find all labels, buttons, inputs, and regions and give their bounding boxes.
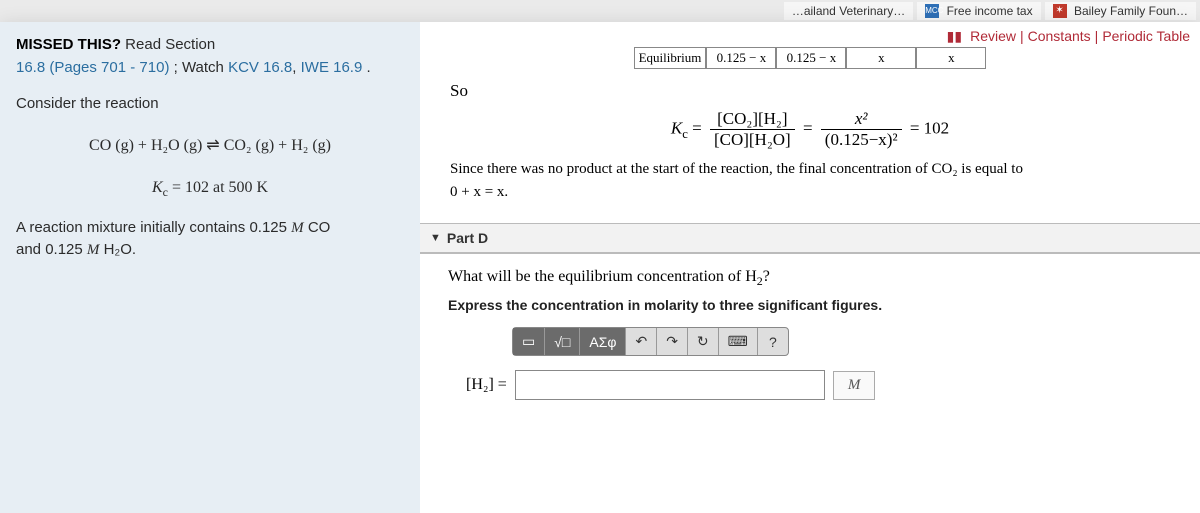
- eq-co: CO (g): [89, 137, 134, 154]
- q-post: ?: [763, 268, 770, 285]
- ref-iwe-lead: ,: [292, 59, 300, 76]
- kc2-k: K: [671, 118, 682, 137]
- frac-x: x² (0.125−x)²: [821, 109, 902, 150]
- redo-button[interactable]: ↷: [657, 328, 688, 355]
- mix2-m: M: [87, 242, 100, 258]
- q-pre: What will be the equilibrium concentrati…: [448, 268, 757, 285]
- frac1-num: [CO₂][H₂]: [710, 109, 795, 130]
- favicon-bailey-icon: ✶: [1053, 4, 1067, 18]
- pause-icon: ▮▮: [947, 28, 962, 45]
- top-links: ▮▮ Review | Constants | Periodic Table: [420, 22, 1200, 45]
- mix2-h2o: H₂O.: [99, 241, 136, 258]
- ice-equilibrium-row: Equilibrium 0.125 − x 0.125 − x x x: [420, 47, 1200, 69]
- kc-k: K: [152, 179, 163, 196]
- answer-lhs: [H₂] =: [466, 376, 507, 394]
- unit-box[interactable]: M: [833, 371, 876, 400]
- since-text: Since there was no product at the start …: [450, 158, 1170, 203]
- reaction-equation: CO (g) + H₂O (g) ⇌ CO₂ (g) + H₂ (g): [16, 134, 404, 158]
- help-button[interactable]: ?: [758, 328, 788, 355]
- frac-concentrations: [CO₂][H₂] [CO][H₂O]: [710, 109, 795, 150]
- eq-plus1: +: [134, 137, 151, 154]
- tab-label: Free income tax: [947, 4, 1033, 18]
- link-review[interactable]: Review: [970, 28, 1016, 45]
- part-d-body: What will be the equilibrium concentrati…: [420, 254, 1200, 414]
- browser-tab-strip: …ailand Veterinary… MCC Free income tax …: [0, 0, 1200, 22]
- ref-iwe[interactable]: IWE 16.9: [301, 59, 363, 76]
- mixture-line2: and 0.125 M H₂O.: [16, 239, 404, 262]
- ice-cell-co: 0.125 − x: [706, 47, 776, 69]
- undo-button[interactable]: ↶: [626, 328, 657, 355]
- kc-value: Kc = 102 at 500 K: [16, 176, 404, 201]
- mix1-pre: A reaction mixture initially contains 0.…: [16, 219, 291, 236]
- consider-text: Consider the reaction: [16, 93, 404, 116]
- part-d-header[interactable]: ▼ Part D: [420, 223, 1200, 254]
- kc2-eq: =: [688, 118, 706, 137]
- sqrt-button[interactable]: √□: [545, 328, 580, 355]
- eq-co2: CO₂ (g): [224, 137, 274, 154]
- frac2-num: x²: [821, 109, 902, 130]
- tab-bailey[interactable]: ✶ Bailey Family Foun…: [1045, 2, 1196, 21]
- tab-veterinary[interactable]: …ailand Veterinary…: [784, 2, 913, 20]
- solution-panel: ▮▮ Review | Constants | Periodic Table E…: [420, 22, 1200, 513]
- part-d-question: What will be the equilibrium concentrati…: [448, 268, 1172, 289]
- ice-cell-h2: x: [916, 47, 986, 69]
- ref-watch: ; Watch: [169, 59, 228, 76]
- greek-button[interactable]: ΑΣφ: [580, 328, 626, 355]
- kc-expression: Kc = [CO₂][H₂] [CO][H₂O] = x² (0.125−x)²…: [420, 109, 1200, 150]
- problem-panel: MISSED THIS? Read Section 16.8 (Pages 70…: [0, 22, 420, 513]
- missed-label: MISSED THIS?: [16, 36, 121, 53]
- eq-plus2: +: [274, 137, 291, 154]
- link-periodic[interactable]: Periodic Table: [1102, 28, 1190, 45]
- missed-this-line: MISSED THIS? Read Section: [16, 34, 404, 57]
- favicon-mcc-icon: MCC: [925, 4, 939, 18]
- since1: Since there was no product at the start …: [450, 161, 1023, 177]
- since2: 0 + x = x.: [450, 184, 508, 200]
- tab-income-tax[interactable]: MCC Free income tax: [917, 2, 1040, 21]
- collapse-triangle-icon: ▼: [430, 232, 441, 244]
- ice-cell-label: Equilibrium: [634, 47, 707, 69]
- part-d-instruction: Express the concentration in molarity to…: [448, 297, 1172, 313]
- link-constants[interactable]: Constants: [1028, 28, 1091, 45]
- references-line: 16.8 (Pages 701 - 710) ; Watch KCV 16.8,…: [16, 57, 404, 80]
- eq-arrow: ⇌: [202, 137, 223, 154]
- mix1-co: CO: [304, 219, 331, 236]
- kc-rest: = 102 at 500 K: [168, 179, 268, 196]
- main-frame: MISSED THIS? Read Section 16.8 (Pages 70…: [0, 22, 1200, 513]
- part-d-label: Part D: [447, 230, 488, 246]
- kc2-102: = 102: [910, 118, 949, 137]
- ref-pages[interactable]: 16.8 (Pages 701 - 710): [16, 59, 169, 76]
- answer-toolbar: ▭ √□ ΑΣφ ↶ ↷ ↻ ⌨ ?: [512, 327, 789, 356]
- eq-h2o: H₂O (g): [151, 137, 202, 154]
- ref-period: .: [362, 59, 370, 76]
- ice-cell-co2: x: [846, 47, 916, 69]
- mixture-line1: A reaction mixture initially contains 0.…: [16, 217, 404, 240]
- answer-input[interactable]: [515, 370, 825, 400]
- kc2-mid: =: [803, 118, 817, 137]
- so-text: So: [450, 81, 1200, 101]
- tab-label: …ailand Veterinary…: [792, 4, 905, 18]
- eq-h2: H₂ (g): [291, 137, 331, 154]
- reset-button[interactable]: ↻: [688, 328, 719, 355]
- frac2-den: (0.125−x)²: [821, 130, 902, 150]
- mix2-pre: and 0.125: [16, 241, 87, 258]
- ref-kcv[interactable]: KCV 16.8: [228, 59, 292, 76]
- missed-text: Read Section: [121, 36, 215, 53]
- ice-cell-h2o: 0.125 − x: [776, 47, 846, 69]
- templates-button[interactable]: ▭: [513, 328, 545, 355]
- tab-label: Bailey Family Foun…: [1074, 4, 1188, 18]
- answer-row: [H₂] = M: [448, 370, 1172, 400]
- frac1-den: [CO][H₂O]: [710, 130, 795, 150]
- keyboard-button[interactable]: ⌨: [719, 328, 758, 355]
- mix1-m: M: [291, 220, 304, 236]
